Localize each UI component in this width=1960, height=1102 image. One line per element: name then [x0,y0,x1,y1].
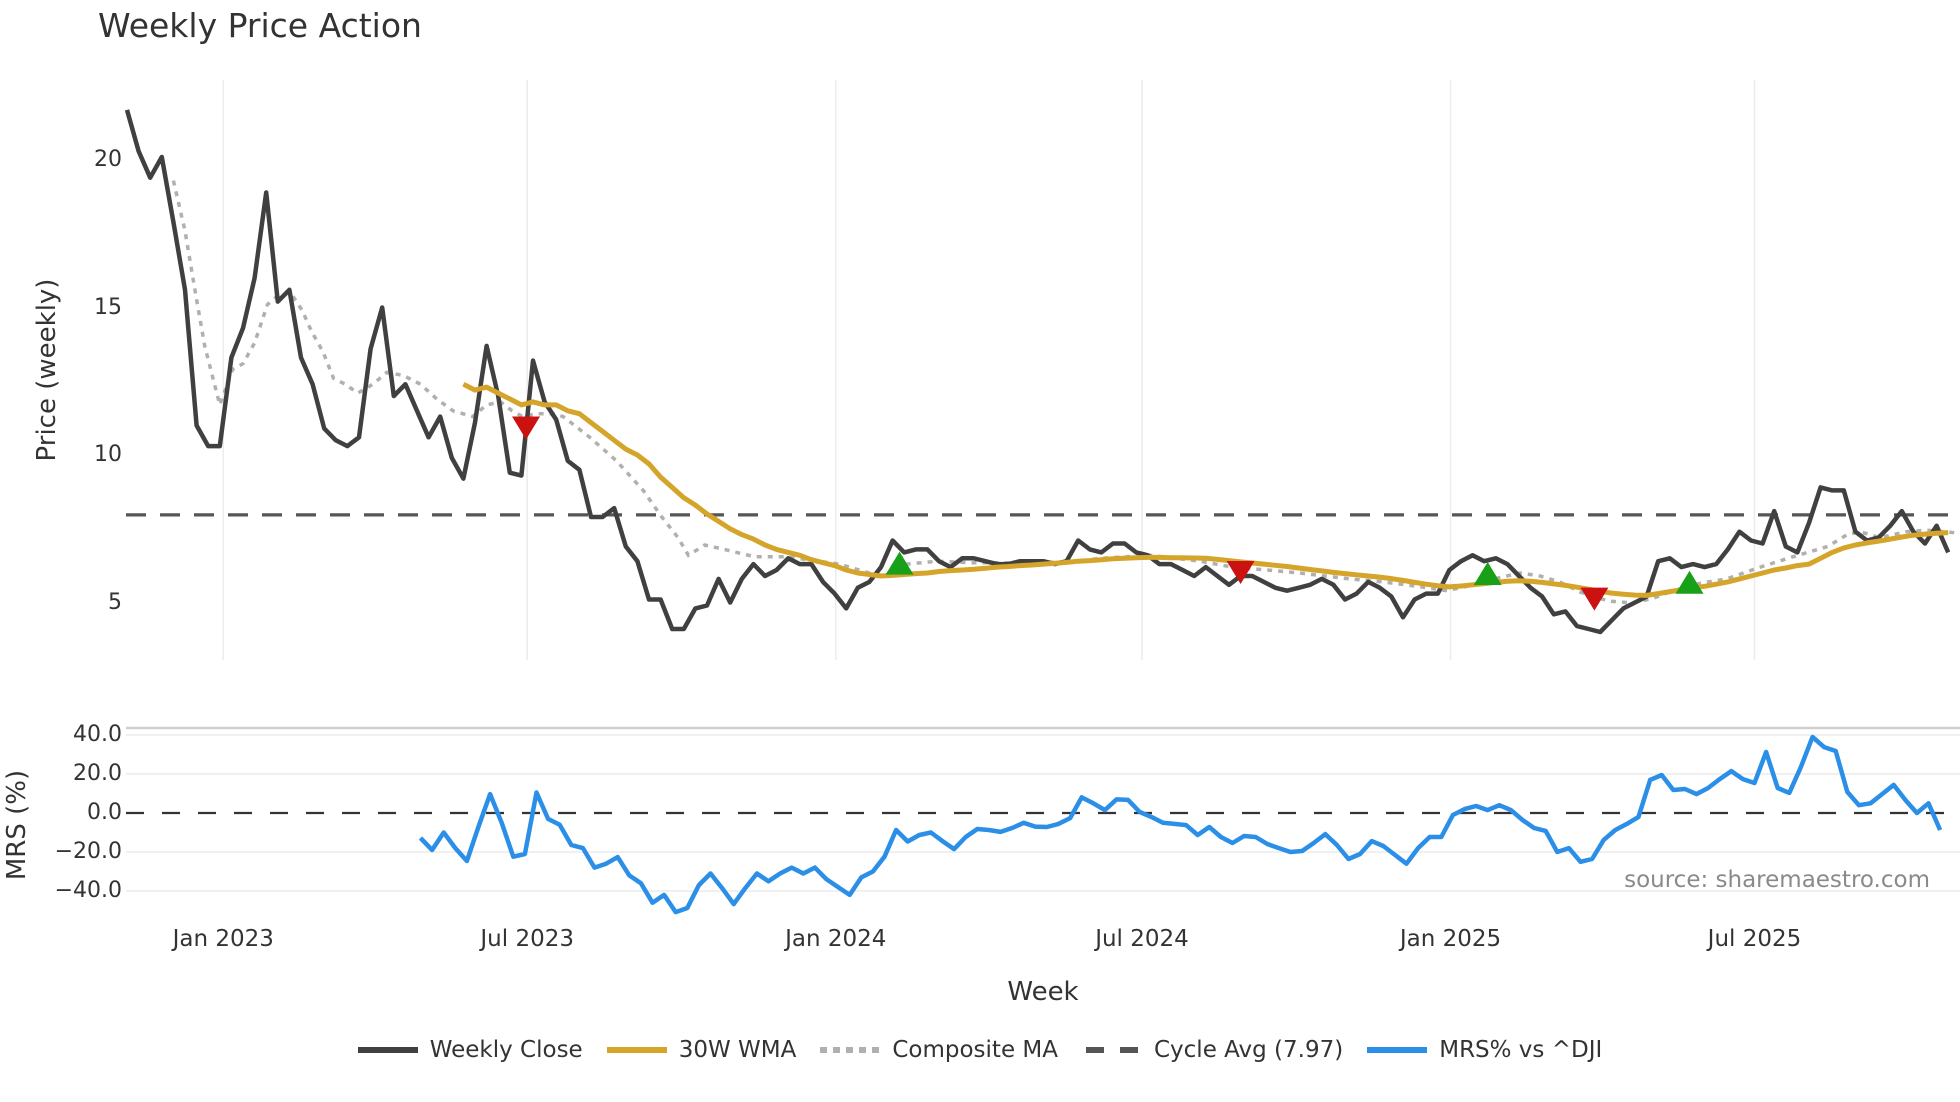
price-y-axis-title: Price (weekly) [32,278,62,462]
y-tick-label: 40.0 [73,722,122,747]
legend-item-mrs[interactable]: MRS% vs ^DJI [1367,1037,1602,1063]
dashed-line-swatch-icon [1081,1047,1142,1053]
mrs-plot-area[interactable] [418,734,1943,915]
y-tick-label: 20 [94,147,122,172]
solid-line-swatch-icon [1367,1047,1428,1053]
weekly-close-line [124,109,1951,635]
legend-label: Cycle Avg (7.97) [1153,1037,1344,1063]
chart-title: Weekly Price Action [98,6,422,45]
x-tick-label: Jul 2024 [1095,926,1189,952]
x-tick-label: Jan 2025 [1399,926,1502,952]
legend-label: 30W WMA [678,1037,797,1063]
y-tick-label: 10 [94,442,122,467]
legend: Weekly Close 30W WMA Composite MA Cycle … [0,1037,1960,1063]
buy-signal-up-triangle-icon[interactable] [1675,570,1704,594]
sell-signal-down-triangle-icon[interactable] [1226,561,1255,585]
y-tick-label: 0.0 [87,800,122,825]
legend-item-30w-wma[interactable]: 30W WMA [606,1037,797,1063]
y-tick-label: −40.0 [54,878,122,903]
buy-signal-up-triangle-icon[interactable] [1473,561,1502,585]
mrs-y-axis-title: MRS (%) [2,769,32,881]
sell-signal-down-triangle-icon[interactable] [512,416,541,440]
y-tick-label: 20.0 [73,761,122,786]
price-gridlines [222,80,1756,660]
y-tick-label: 5 [108,589,122,615]
x-tick-label: Jul 2023 [480,926,574,952]
y-tick-label: −20.0 [54,839,122,864]
legend-item-cycle-avg[interactable]: Cycle Avg (7.97) [1081,1037,1344,1063]
buy-signal-up-triangle-icon[interactable] [885,551,914,575]
x-tick-label: Jan 2023 [172,926,274,952]
solid-line-swatch-icon [606,1047,667,1053]
legend-label: Weekly Close [429,1037,583,1063]
price-plot-area[interactable] [124,109,1960,635]
legend-item-weekly-close[interactable]: Weekly Close [357,1037,583,1063]
legend-label: MRS% vs ^DJI [1439,1037,1603,1063]
composite-ma-line [171,180,1960,605]
legend-item-composite-ma[interactable]: Composite MA [820,1037,1058,1063]
mrs-line [418,734,1943,915]
source-note: source: sharemaestro.com [1624,867,1930,893]
x-tick-label: Jan 2024 [785,926,887,952]
mrs-gridlines [126,726,1960,892]
x-tick-label: Jul 2025 [1707,926,1802,952]
legend-label: Composite MA [892,1037,1058,1063]
y-tick-label: 15 [94,294,122,320]
wma-line [462,381,1949,598]
sell-signal-down-triangle-icon[interactable] [1580,587,1609,611]
x-axis-title: Week [1007,977,1079,1007]
solid-line-swatch-icon [357,1047,418,1053]
dotted-line-swatch-icon [820,1047,881,1053]
